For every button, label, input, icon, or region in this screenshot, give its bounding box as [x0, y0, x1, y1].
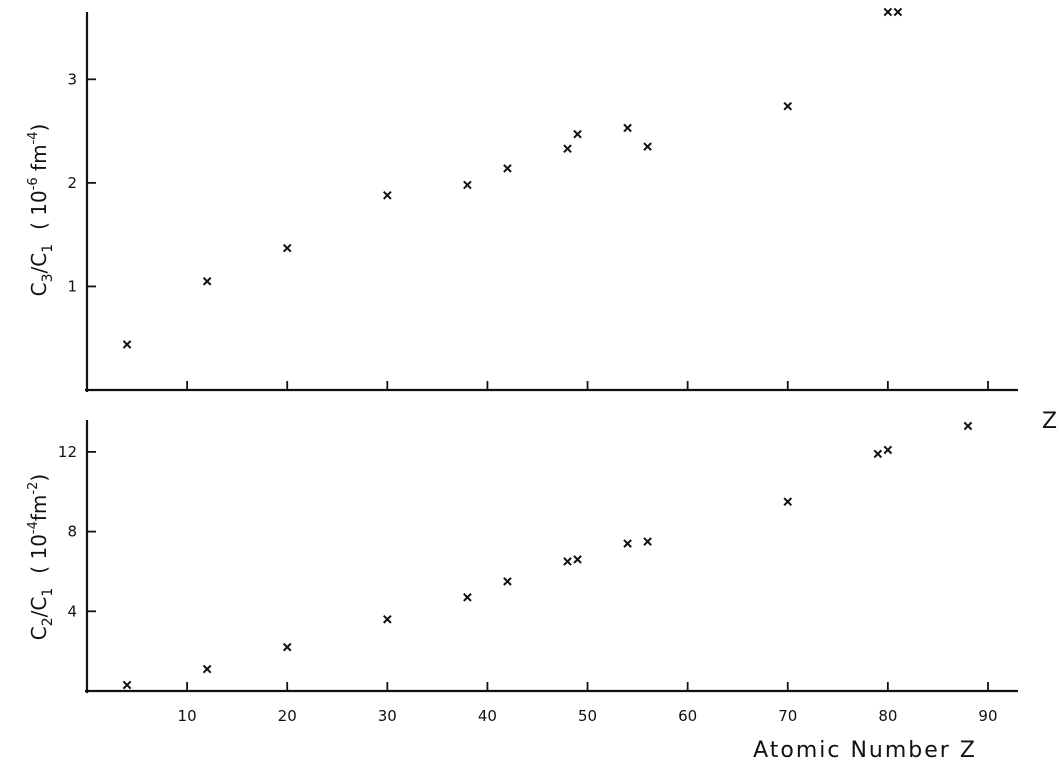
bottom-ylabel-sub2: 1 [40, 588, 56, 597]
top-y-tick-label: 1 [67, 277, 77, 295]
bottom-ylabel-unit-mid: fm [27, 495, 51, 522]
top-y-ticks: 1 2 3 [67, 70, 96, 295]
top-data-point [282, 243, 292, 253]
bottom-data-point [503, 577, 512, 586]
top-x-ticks [186, 381, 989, 390]
top-data-point [563, 144, 572, 154]
bottom-data-point [963, 421, 973, 431]
x-axis-label: Atomic Number Z [753, 738, 977, 763]
bottom-data-point [202, 664, 212, 674]
top-data-point [893, 7, 903, 17]
bottom-data-point [873, 449, 883, 459]
bottom-y-ticks: 4 8 12 [58, 443, 96, 620]
top-y-tick-label: 3 [67, 70, 77, 88]
x-tick-label: 80 [878, 707, 897, 725]
bottom-data-point [783, 497, 793, 507]
bottom-ylabel-unit-exp2: -2 [26, 482, 41, 495]
bottom-y-tick-label: 12 [58, 443, 77, 461]
bottom-data-point [643, 537, 652, 546]
x-tick-label: 50 [578, 707, 597, 725]
bottom-data-point [282, 642, 292, 652]
bottom-data-point [623, 539, 632, 548]
bottom-data-point [573, 555, 582, 564]
top-data-point [503, 164, 512, 173]
x-tick-label: 40 [478, 707, 497, 725]
x-tick-label: 60 [678, 707, 697, 725]
bottom-data-point [122, 680, 132, 690]
top-y-tick-label: 2 [67, 174, 77, 192]
x-tick-label: 70 [778, 707, 797, 725]
top-ylabel-sub2: 1 [40, 244, 56, 253]
top-ylabel-slash: /C [27, 253, 51, 274]
x-tick-label: 20 [278, 707, 297, 725]
bottom-data-points [122, 421, 973, 690]
top-y-axis-label: C3/C1 ( 10-6 fm-4) [26, 124, 56, 297]
bottom-data-point [463, 593, 472, 602]
bottom-ylabel-unit-exp: -4 [26, 521, 41, 534]
top-ylabel-main: C [27, 282, 51, 296]
top-ylabel-unit-post: ) [27, 124, 51, 132]
top-data-point [122, 340, 132, 349]
top-ylabel-unit-exp: -6 [26, 177, 41, 190]
bottom-y-tick-label: 4 [67, 602, 77, 620]
x-tick-label: 30 [378, 707, 397, 725]
bottom-panel: 10 20 30 40 50 60 70 80 90 4 8 12 C2/C1 ( 10-4fm-2)… [26, 420, 1018, 763]
bottom-data-point [563, 557, 572, 566]
bottom-data-point [883, 445, 893, 455]
top-data-point [573, 129, 582, 139]
top-ylabel-sub1: 3 [40, 273, 56, 282]
bottom-y-tick-label: 8 [67, 523, 77, 541]
top-data-point [623, 123, 632, 133]
top-data-point [643, 142, 652, 151]
top-panel: 123 C3/C1( 10-6 fm-4) Z [26, 7, 1059, 434]
bottom-ylabel-slash: /C [27, 597, 51, 618]
bottom-ylabel-unit-post: ) [27, 474, 51, 482]
bottom-ylabel-sub1: 2 [40, 617, 56, 626]
top-ylabel-unit-pre: ( 10 [27, 190, 51, 230]
top-data-point [463, 180, 472, 190]
top-ylabel-unit-mid: fm [27, 144, 51, 177]
top-data-point [783, 101, 793, 111]
bottom-y-axis-label: C2/C1 ( 10-4fm-2) [26, 474, 56, 640]
top-data-point [883, 7, 893, 17]
bottom-ylabel-main: C [27, 626, 51, 640]
bottom-x-ticks: 10 20 30 40 50 60 70 80 90 [178, 682, 998, 725]
top-data-points [122, 7, 903, 349]
top-x-end-label: Z [1042, 409, 1059, 434]
bottom-data-point [383, 614, 392, 624]
top-data-point [383, 190, 392, 200]
x-tick-label: 90 [978, 707, 997, 725]
top-ylabel-unit-exp2: -4 [26, 131, 41, 144]
bottom-ylabel-unit-pre: ( 10 [27, 534, 51, 574]
top-data-point [202, 276, 212, 286]
x-tick-label: 10 [178, 707, 197, 725]
